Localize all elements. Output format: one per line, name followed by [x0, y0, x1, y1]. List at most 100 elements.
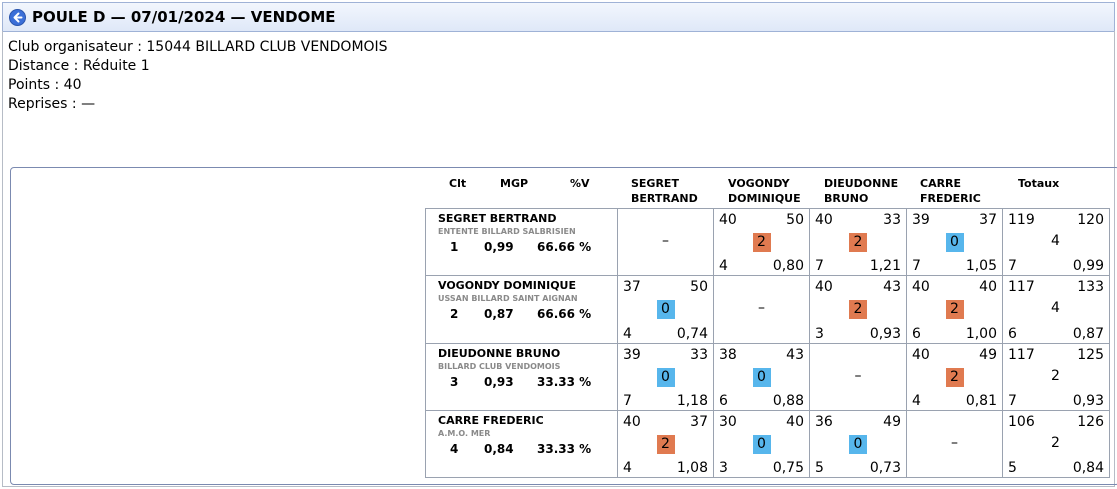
empty-match-dash: – [854, 368, 862, 384]
match-cell: 38 43 0 6 0,88 [713, 343, 810, 411]
total-best-series: 5 [1008, 460, 1017, 476]
points-scored: 40 [912, 347, 930, 363]
empty-match-dash: – [758, 300, 765, 316]
match-average: 0,93 [869, 326, 901, 342]
match-points-badge: 0 [752, 435, 771, 454]
points-text: Points : 40 [8, 77, 82, 93]
total-best-series: 7 [1008, 393, 1017, 409]
best-series: 5 [815, 460, 824, 476]
best-series: 6 [719, 393, 728, 409]
best-series: 3 [719, 460, 728, 476]
match-cell: 39 37 0 7 1,05 [906, 208, 1003, 276]
player-club: A.M.O. MER [438, 429, 491, 438]
header-pct: %V [570, 177, 590, 190]
match-cell: 39 33 0 7 1,18 [617, 343, 714, 411]
totals-cell: 117 133 4 6 0,87 [1002, 275, 1110, 344]
total-match-points: 2 [1051, 368, 1060, 384]
totals-cell: 119 120 4 7 0,99 [1002, 208, 1110, 276]
match-points-badge: 0 [849, 435, 867, 454]
match-cell: 40 33 2 7 1,21 [809, 208, 907, 276]
empty-match-dash: – [662, 233, 669, 249]
player-name[interactable]: DIEUDONNE BRUNO [438, 347, 561, 360]
tournament-info: Club organisateur : 15044 BILLARD CLUB V… [8, 38, 388, 114]
player-rank: 2 [450, 307, 459, 321]
match-points-badge: 0 [656, 368, 675, 387]
reprises-count: 43 [786, 347, 804, 363]
total-reprises: 120 [1077, 212, 1104, 228]
reprises-count: 50 [690, 279, 708, 295]
points-scored: 37 [623, 279, 641, 295]
reprises-count: 49 [979, 347, 997, 363]
reprises-count: 43 [883, 279, 901, 295]
points-scored: 40 [815, 212, 833, 228]
points-scored: 39 [912, 212, 930, 228]
header-totals: Totaux [1018, 177, 1060, 190]
match-cell: 36 49 0 5 0,73 [809, 410, 907, 478]
match-cell: 40 49 2 4 0,81 [906, 343, 1003, 411]
organizer-text: Club organisateur : 15044 BILLARD CLUB V… [8, 39, 388, 55]
points-scored: 38 [719, 347, 737, 363]
best-series: 7 [815, 258, 824, 274]
match-points-badge: 0 [945, 233, 964, 252]
player-mgp: 0,93 [484, 375, 514, 389]
totals-cell: 106 126 2 5 0,84 [1002, 410, 1110, 478]
match-cell: 40 43 2 3 0,93 [809, 275, 907, 344]
match-cell: – [713, 275, 810, 344]
match-cell: – [906, 410, 1003, 478]
match-points-badge: 0 [656, 300, 675, 319]
total-best-series: 7 [1008, 258, 1017, 274]
match-cell: – [617, 208, 714, 276]
reprises-text: Reprises : — [8, 96, 96, 112]
points-scored: 40 [623, 414, 641, 430]
match-points-badge: 2 [849, 233, 867, 252]
match-average: 0,75 [772, 460, 804, 476]
player-name[interactable]: VOGONDY DOMINIQUE [438, 279, 576, 292]
total-points: 106 [1008, 414, 1035, 430]
match-average: 0,80 [772, 258, 804, 274]
player-name[interactable]: CARRE FREDERIC [438, 414, 544, 427]
player-win-pct: 66.66 % [537, 307, 592, 321]
player-win-pct: 66.66 % [537, 240, 592, 254]
match-points-badge: 2 [945, 300, 964, 319]
header-clt: Clt [449, 177, 467, 190]
player-club: USSAN BILLARD SAINT AIGNAN [438, 294, 578, 303]
empty-match-dash: – [951, 435, 958, 451]
best-series: 7 [623, 393, 632, 409]
reprises-count: 50 [786, 212, 804, 228]
total-average: 0,93 [1072, 393, 1104, 409]
player-name[interactable]: SEGRET BERTRAND [438, 212, 557, 225]
total-average: 0,87 [1072, 326, 1104, 342]
reprises-count: 49 [883, 414, 901, 430]
player-mgp: 0,87 [484, 307, 514, 321]
header-player-2: VOGONDY DOMINIQUE [728, 177, 801, 205]
player-club: ENTENTE BILLARD SALBRISIEN [438, 227, 576, 236]
points-scored: 40 [815, 279, 833, 295]
player-mgp: 0,84 [484, 442, 514, 456]
best-series: 4 [623, 460, 632, 476]
match-average: 1,21 [869, 258, 901, 274]
match-cell: 37 50 0 4 0,74 [617, 275, 714, 344]
best-series: 4 [623, 326, 632, 342]
total-match-points: 2 [1051, 435, 1060, 451]
header-player-3: DIEUDONNE BRUNO [824, 177, 899, 205]
total-points: 117 [1008, 347, 1035, 363]
reprises-count: 40 [786, 414, 804, 430]
player-cell: VOGONDY DOMINIQUE USSAN BILLARD SAINT AIG… [425, 275, 618, 344]
totals-cell: 117 125 2 7 0,93 [1002, 343, 1110, 411]
reprises-count: 37 [979, 212, 997, 228]
total-reprises: 133 [1077, 279, 1104, 295]
reprises-count: 33 [883, 212, 901, 228]
match-average: 0,81 [965, 393, 997, 409]
match-average: 0,88 [772, 393, 804, 409]
match-points-badge: 2 [752, 233, 771, 252]
back-arrow-icon[interactable] [9, 9, 26, 26]
total-match-points: 4 [1051, 233, 1060, 249]
player-cell: SEGRET BERTRAND ENTENTE BILLARD SALBRISIE… [425, 208, 618, 276]
match-cell: 40 37 2 4 1,08 [617, 410, 714, 478]
best-series: 3 [815, 326, 824, 342]
match-cell: – [809, 343, 907, 411]
reprises-count: 37 [690, 414, 708, 430]
page-title: POULE D — 07/01/2024 — VENDOME [32, 8, 336, 26]
reprises-count: 40 [979, 279, 997, 295]
points-scored: 30 [719, 414, 737, 430]
